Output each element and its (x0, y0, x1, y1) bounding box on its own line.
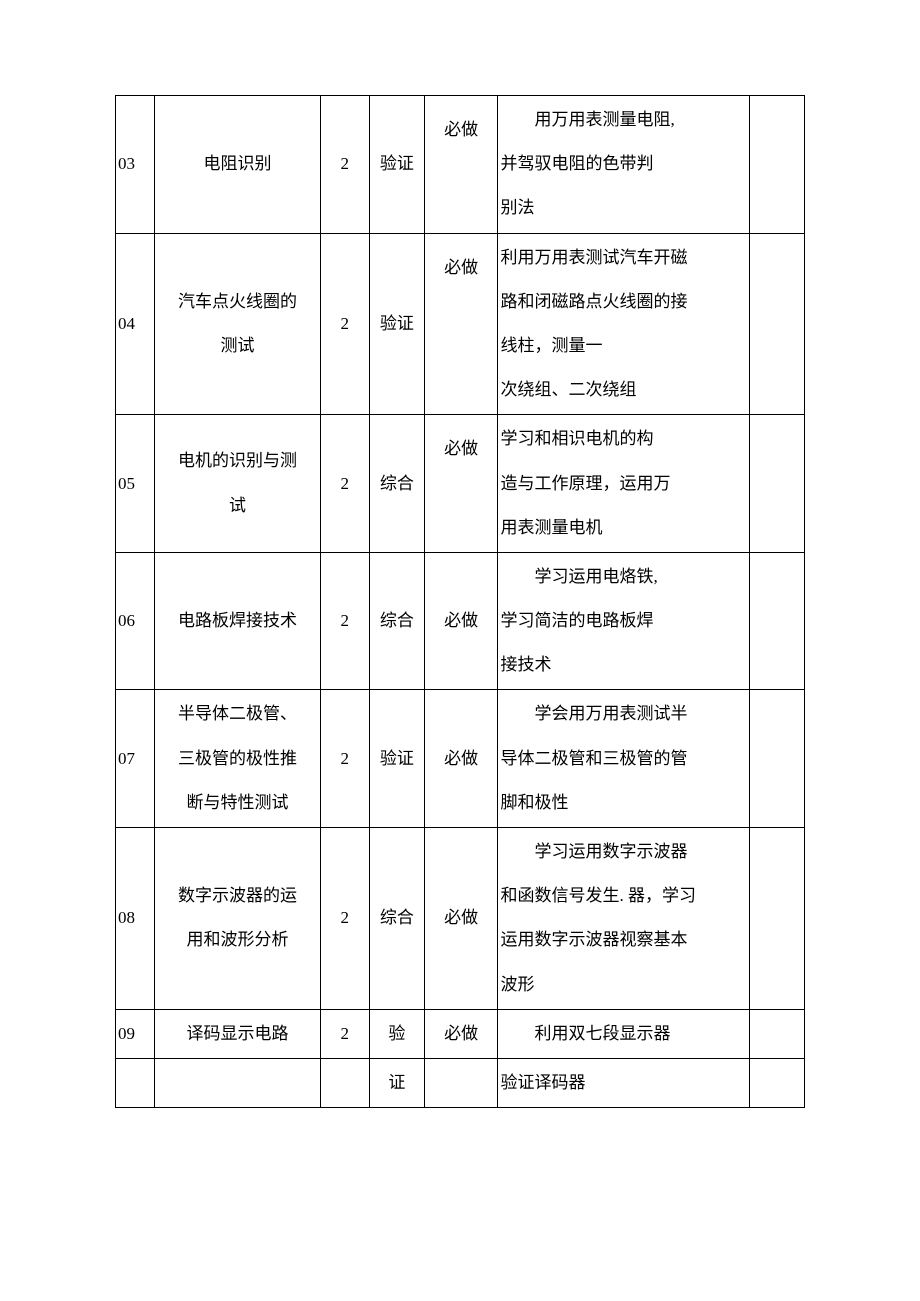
table-row: 09 译码显示电路 2 验 必做 利用双七段显示器 (116, 1009, 805, 1058)
table-row: 06 电路板焊接技术 2 综合 必做 学习运用电烙铁, 学习简洁的电路板焊 接技… (116, 552, 805, 690)
table-row: 05 电机的识别与测 试 2 综合 必做 学习和相识电机的构 造与工作原理，运用… (116, 415, 805, 553)
row-hours-empty (320, 1058, 369, 1107)
row-description-top: 利用双七段显示器 (498, 1009, 749, 1058)
row-type: 验证 (369, 233, 424, 415)
row-id: 06 (116, 552, 155, 690)
row-name: 半导体二极管、 三极管的极性推 断与特性测试 (155, 690, 321, 828)
row-blank (749, 1009, 804, 1058)
row-blank (749, 552, 804, 690)
experiment-table: 03 电阻识别 2 验证 必做 用万用表测量电阻, 并驾驭电阻的色带判 别法 0… (115, 95, 805, 1108)
row-id: 09 (116, 1009, 155, 1058)
row-blank (749, 1058, 804, 1107)
row-hours: 2 (320, 96, 369, 234)
row-name: 数字示波器的运 用和波形分析 (155, 828, 321, 1010)
row-requirement: 必做 (424, 552, 498, 690)
table-row: 证 验证译码器 (116, 1058, 805, 1107)
row-description-bottom: 验证译码器 (498, 1058, 749, 1107)
row-id: 07 (116, 690, 155, 828)
row-id: 08 (116, 828, 155, 1010)
row-hours: 2 (320, 828, 369, 1010)
row-type: 验证 (369, 690, 424, 828)
row-type-bottom: 证 (369, 1058, 424, 1107)
row-name: 汽车点火线圈的 测试 (155, 233, 321, 415)
row-name: 电路板焊接技术 (155, 552, 321, 690)
row-requirement: 必做 (424, 415, 498, 553)
table-row: 07 半导体二极管、 三极管的极性推 断与特性测试 2 验证 必做 学会用万用表… (116, 690, 805, 828)
row-name: 译码显示电路 (155, 1009, 321, 1058)
row-id: 04 (116, 233, 155, 415)
row-hours: 2 (320, 233, 369, 415)
row-type: 综合 (369, 415, 424, 553)
row-name: 电阻识别 (155, 96, 321, 234)
row-name-empty (155, 1058, 321, 1107)
row-type: 综合 (369, 828, 424, 1010)
row-description: 学习和相识电机的构 造与工作原理，运用万 用表测量电机 (498, 415, 749, 553)
row-description: 用万用表测量电阻, 并驾驭电阻的色带判 别法 (498, 96, 749, 234)
table-row: 04 汽车点火线圈的 测试 2 验证 必做 利用万用表测试汽车开磁 路和闭磁路点… (116, 233, 805, 415)
row-blank (749, 233, 804, 415)
row-blank (749, 828, 804, 1010)
row-description: 学习运用电烙铁, 学习简洁的电路板焊 接技术 (498, 552, 749, 690)
row-type-top: 验 (369, 1009, 424, 1058)
row-requirement: 必做 (424, 96, 498, 234)
row-hours: 2 (320, 690, 369, 828)
row-requirement: 必做 (424, 690, 498, 828)
row-type: 综合 (369, 552, 424, 690)
row-description: 学会用万用表测试半 导体二极管和三极管的管 脚和极性 (498, 690, 749, 828)
row-blank (749, 415, 804, 553)
row-requirement-empty (424, 1058, 498, 1107)
table-row: 08 数字示波器的运 用和波形分析 2 综合 必做 学习运用数字示波器 和函数信… (116, 828, 805, 1010)
row-requirement: 必做 (424, 233, 498, 415)
row-blank (749, 690, 804, 828)
row-id: 03 (116, 96, 155, 234)
row-hours: 2 (320, 1009, 369, 1058)
row-description: 学习运用数字示波器 和函数信号发生. 器，学习 运用数字示波器视察基本 波形 (498, 828, 749, 1010)
row-hours: 2 (320, 552, 369, 690)
row-name: 电机的识别与测 试 (155, 415, 321, 553)
row-requirement: 必做 (424, 1009, 498, 1058)
table-row: 03 电阻识别 2 验证 必做 用万用表测量电阻, 并驾驭电阻的色带判 别法 (116, 96, 805, 234)
row-blank (749, 96, 804, 234)
row-hours: 2 (320, 415, 369, 553)
row-description: 利用万用表测试汽车开磁 路和闭磁路点火线圈的接 线柱，测量一 次绕组、二次绕组 (498, 233, 749, 415)
row-id-empty (116, 1058, 155, 1107)
row-id: 05 (116, 415, 155, 553)
row-type: 验证 (369, 96, 424, 234)
row-requirement: 必做 (424, 828, 498, 1010)
